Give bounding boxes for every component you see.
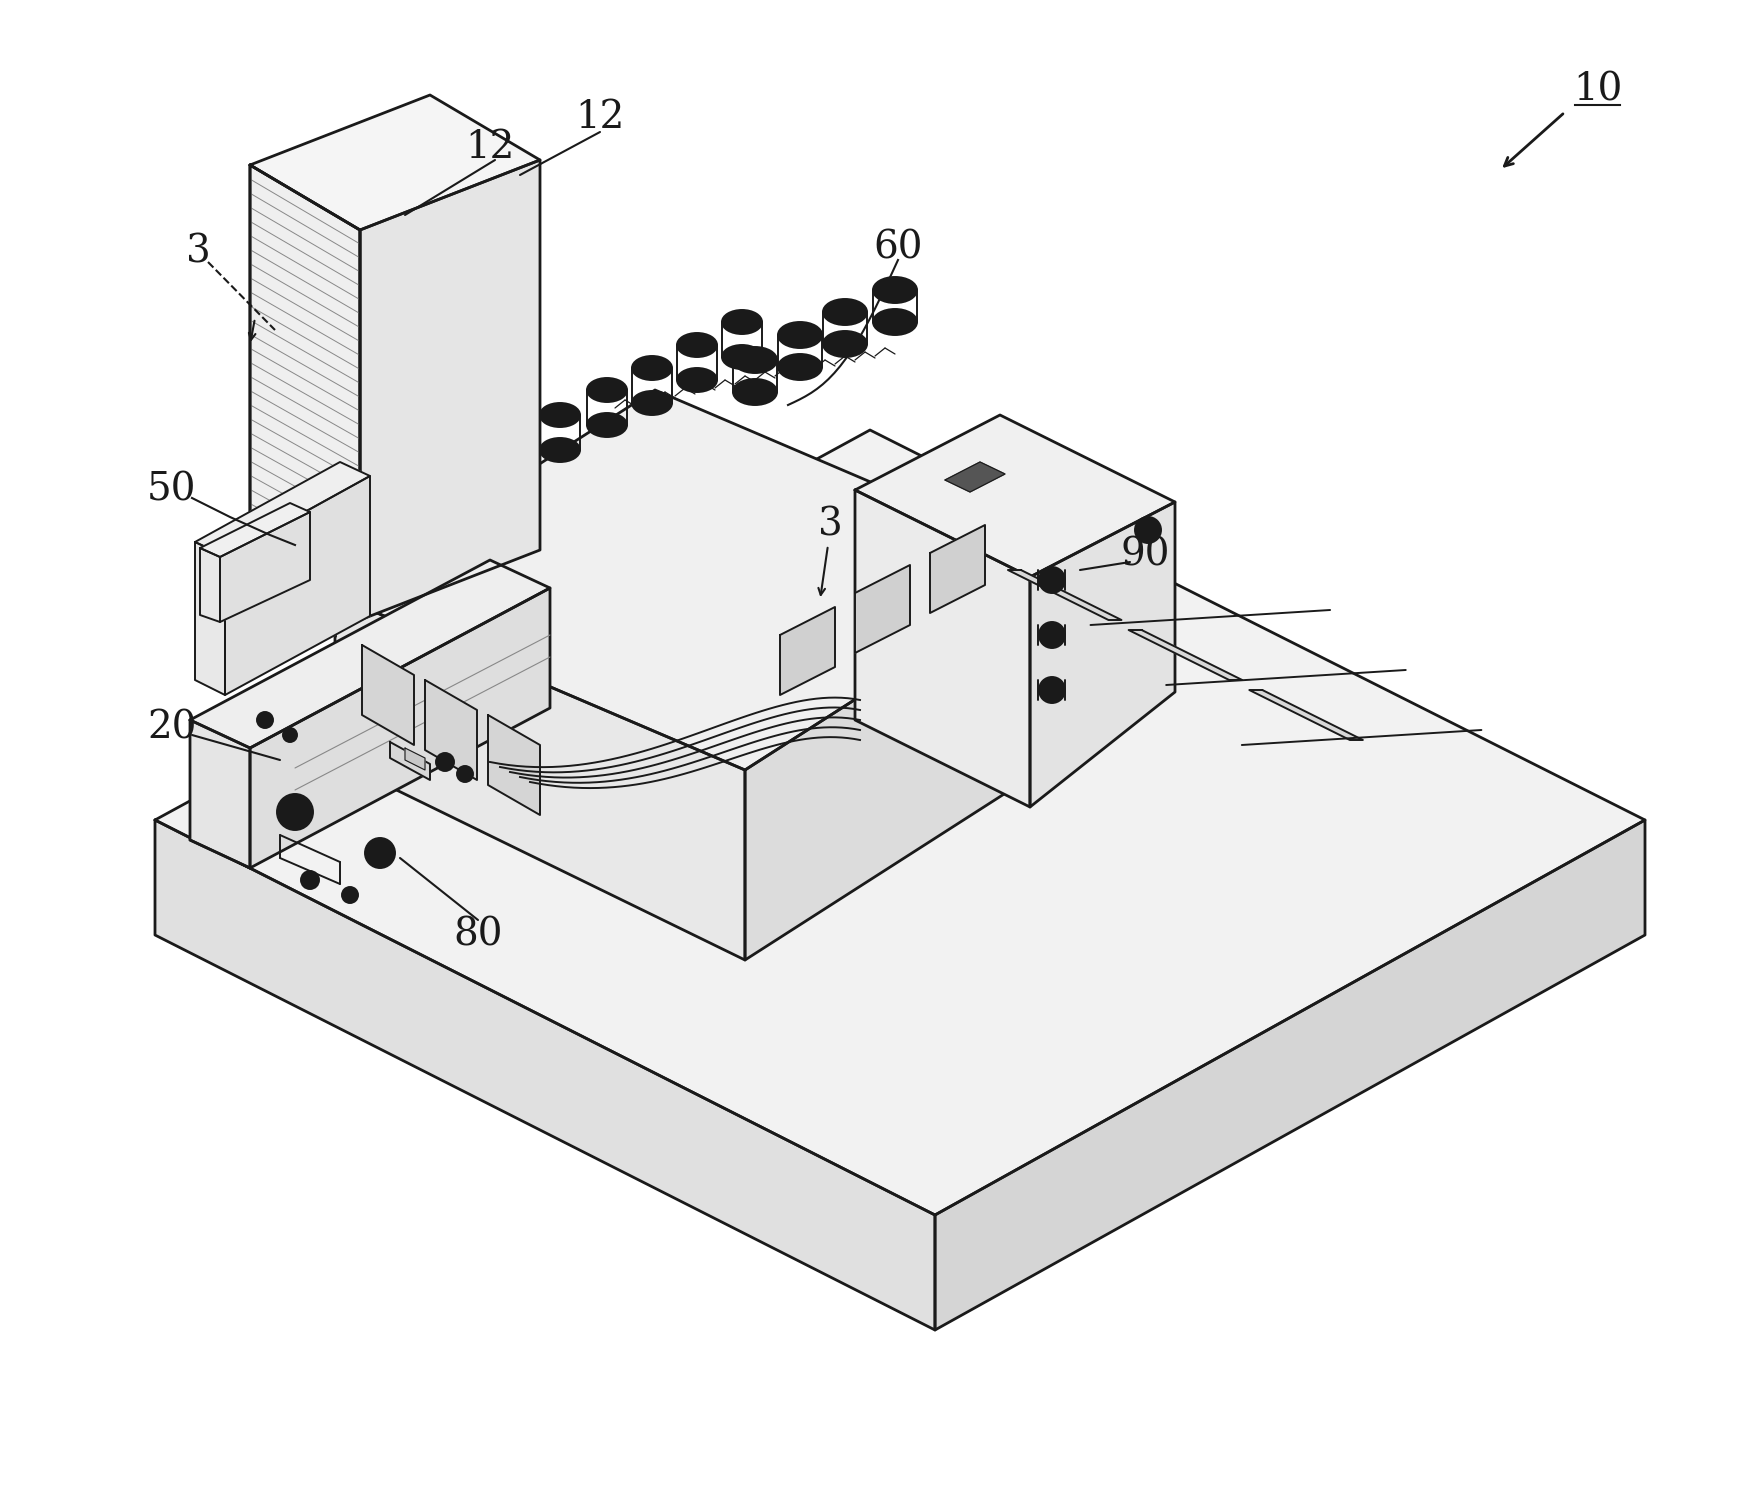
Text: 90: 90 bbox=[1120, 536, 1169, 573]
Polygon shape bbox=[335, 391, 1065, 769]
Ellipse shape bbox=[823, 331, 867, 356]
Circle shape bbox=[1045, 629, 1058, 641]
Circle shape bbox=[374, 847, 386, 859]
Circle shape bbox=[277, 793, 314, 829]
Ellipse shape bbox=[587, 413, 628, 437]
Polygon shape bbox=[1250, 690, 1363, 740]
Ellipse shape bbox=[723, 310, 762, 334]
Polygon shape bbox=[945, 463, 1005, 493]
Ellipse shape bbox=[631, 356, 672, 380]
Ellipse shape bbox=[733, 347, 777, 373]
Text: 3: 3 bbox=[185, 234, 210, 271]
Polygon shape bbox=[934, 820, 1645, 1329]
Polygon shape bbox=[425, 680, 478, 780]
Circle shape bbox=[1045, 684, 1058, 696]
Ellipse shape bbox=[777, 353, 822, 380]
Polygon shape bbox=[250, 94, 539, 231]
Text: 60: 60 bbox=[873, 229, 922, 266]
Ellipse shape bbox=[723, 344, 762, 368]
Circle shape bbox=[1038, 677, 1065, 704]
Circle shape bbox=[1045, 573, 1058, 585]
Polygon shape bbox=[226, 476, 370, 695]
Polygon shape bbox=[779, 606, 836, 695]
Polygon shape bbox=[155, 820, 934, 1329]
Polygon shape bbox=[250, 165, 360, 620]
Circle shape bbox=[1038, 621, 1065, 648]
Circle shape bbox=[1038, 567, 1065, 593]
Circle shape bbox=[287, 804, 303, 820]
Circle shape bbox=[301, 871, 319, 889]
Ellipse shape bbox=[677, 332, 718, 356]
Ellipse shape bbox=[823, 299, 867, 325]
Ellipse shape bbox=[631, 391, 672, 415]
Polygon shape bbox=[360, 160, 539, 620]
Polygon shape bbox=[1030, 501, 1174, 807]
Polygon shape bbox=[196, 463, 370, 555]
Ellipse shape bbox=[539, 439, 580, 463]
Text: 50: 50 bbox=[148, 472, 197, 509]
Ellipse shape bbox=[677, 368, 718, 392]
Polygon shape bbox=[220, 512, 310, 621]
Ellipse shape bbox=[733, 379, 777, 406]
Text: 12: 12 bbox=[465, 130, 515, 166]
Polygon shape bbox=[199, 548, 220, 621]
Text: 80: 80 bbox=[453, 916, 502, 954]
Circle shape bbox=[365, 838, 395, 868]
Polygon shape bbox=[1008, 570, 1121, 620]
Polygon shape bbox=[361, 645, 414, 746]
Polygon shape bbox=[190, 720, 250, 868]
Polygon shape bbox=[1128, 630, 1243, 680]
Ellipse shape bbox=[873, 277, 917, 302]
Polygon shape bbox=[335, 594, 746, 960]
Text: 20: 20 bbox=[148, 710, 197, 747]
Circle shape bbox=[435, 753, 455, 771]
Circle shape bbox=[342, 888, 358, 903]
Circle shape bbox=[1142, 524, 1155, 536]
Polygon shape bbox=[405, 748, 425, 769]
Polygon shape bbox=[155, 430, 1645, 1216]
Text: 12: 12 bbox=[575, 99, 624, 136]
Circle shape bbox=[284, 728, 296, 743]
Polygon shape bbox=[855, 490, 1030, 807]
Polygon shape bbox=[855, 415, 1174, 576]
Polygon shape bbox=[199, 503, 310, 557]
Circle shape bbox=[457, 766, 472, 781]
Polygon shape bbox=[746, 564, 1065, 960]
Circle shape bbox=[1135, 516, 1162, 543]
Ellipse shape bbox=[873, 308, 917, 335]
Text: 3: 3 bbox=[818, 506, 843, 543]
Circle shape bbox=[257, 713, 273, 728]
Polygon shape bbox=[855, 564, 910, 653]
Ellipse shape bbox=[587, 379, 628, 403]
Polygon shape bbox=[488, 716, 539, 814]
Polygon shape bbox=[390, 743, 430, 780]
Polygon shape bbox=[250, 588, 550, 868]
Polygon shape bbox=[196, 542, 226, 695]
Ellipse shape bbox=[777, 322, 822, 347]
Polygon shape bbox=[931, 525, 986, 612]
Polygon shape bbox=[190, 560, 550, 748]
Ellipse shape bbox=[539, 403, 580, 427]
Text: 10: 10 bbox=[1573, 72, 1622, 108]
